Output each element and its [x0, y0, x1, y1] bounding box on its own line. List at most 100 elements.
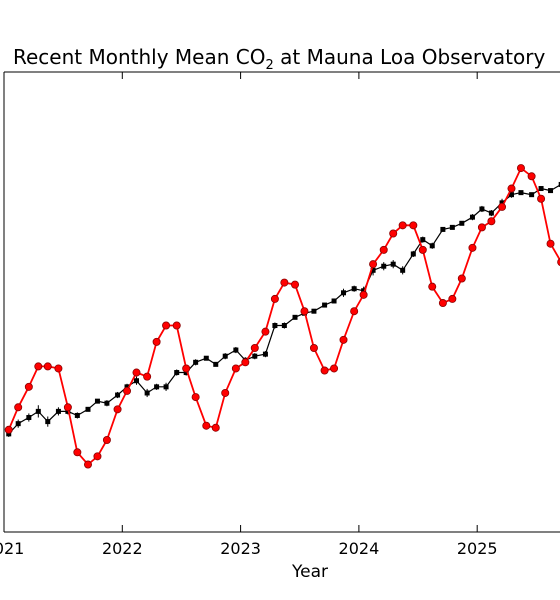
trend-point [508, 192, 514, 198]
monthly-point [202, 421, 211, 430]
trend-point [390, 261, 396, 267]
monthly-point [418, 245, 427, 254]
trend-point [322, 302, 328, 308]
trend-point [410, 251, 416, 257]
x-tick-label: 2021 [0, 539, 24, 558]
trend-point [331, 298, 337, 304]
trend-point [233, 347, 239, 353]
plot-area: 2021 2022 2023 2024 2025 [0, 71, 560, 558]
monthly-point [339, 335, 348, 344]
monthly-point [350, 307, 359, 316]
monthly-point [300, 307, 309, 316]
trend-point [203, 355, 209, 361]
trend-point [479, 206, 485, 212]
monthly-point [241, 358, 250, 367]
trend-point [45, 419, 51, 425]
monthly-point [546, 239, 555, 248]
monthly-point [507, 184, 516, 193]
series-trend-line [8, 184, 560, 435]
monthly-point [448, 294, 457, 303]
monthly-point [468, 243, 477, 252]
monthly-point [182, 364, 191, 373]
trend-point [55, 408, 61, 414]
trend-point [429, 243, 435, 249]
monthly-point [93, 452, 102, 461]
trend-point [488, 210, 494, 216]
monthly-point [537, 194, 546, 203]
trend-point [361, 288, 367, 294]
trend-point [469, 214, 475, 220]
monthly-point [477, 223, 486, 232]
trend-point [213, 361, 219, 367]
trend-point [351, 286, 357, 292]
trend-point [174, 370, 180, 376]
trend-point [133, 378, 139, 384]
monthly-point [231, 364, 240, 373]
monthly-point [152, 337, 161, 346]
monthly-point [132, 368, 141, 377]
monthly-point [280, 278, 289, 287]
trend-point [420, 237, 426, 243]
monthly-point [143, 372, 152, 381]
series-layer [4, 164, 560, 469]
monthly-point [172, 321, 181, 330]
monthly-point [4, 425, 13, 434]
trend-point [281, 323, 287, 329]
monthly-point [389, 229, 398, 238]
monthly-point [83, 460, 92, 469]
monthly-point [54, 364, 63, 373]
trend-point [292, 314, 298, 320]
trend-point [529, 192, 535, 198]
trend-point [26, 415, 32, 421]
trend-point [124, 384, 130, 390]
monthly-point [320, 366, 329, 375]
trend-point [193, 359, 199, 365]
x-tick-label: 2023 [220, 539, 261, 558]
chart-title-subscript: 2 [265, 58, 273, 73]
monthly-point [516, 164, 525, 173]
monthly-point [369, 260, 378, 269]
monthly-point [162, 321, 171, 330]
chart-title-suffix: at Mauna Loa Observatory [274, 45, 546, 69]
trend-point [272, 323, 278, 329]
trend-point [74, 412, 80, 418]
monthly-point [359, 290, 368, 299]
chart-title-main: Recent Monthly Mean CO [13, 45, 265, 69]
monthly-point [409, 221, 418, 230]
x-tick-label: 2022 [102, 539, 143, 558]
trend-point [558, 181, 560, 187]
monthly-point [261, 327, 270, 336]
trend-point [252, 353, 258, 359]
monthly-point [63, 403, 72, 412]
trend-point [94, 398, 100, 404]
trend-point [154, 384, 160, 390]
trend-point [262, 351, 268, 357]
monthly-point [250, 343, 259, 352]
trend-point [440, 226, 446, 232]
monthly-point [557, 258, 560, 266]
monthly-point [527, 172, 536, 181]
x-tick-label: 2025 [457, 539, 498, 558]
monthly-point [14, 403, 23, 412]
trend-point [459, 220, 465, 226]
monthly-point [428, 282, 437, 291]
trend-point [104, 400, 110, 406]
trend-point [6, 431, 12, 437]
trend-point [115, 392, 121, 398]
trend-point [400, 267, 406, 273]
trend-point [370, 267, 376, 273]
monthly-point [43, 362, 52, 371]
trend-point [85, 406, 91, 412]
monthly-point [123, 386, 132, 395]
monthly-point [211, 423, 220, 432]
monthly-point [487, 217, 496, 226]
monthly-point [73, 448, 82, 457]
chart-title: Recent Monthly Mean CO2 at Mauna Loa Obs… [13, 45, 545, 73]
monthly-point [309, 343, 318, 352]
monthly-point [102, 435, 111, 444]
monthly-point [379, 245, 388, 254]
monthly-point [330, 364, 339, 373]
monthly-point [398, 221, 407, 230]
trend-point [144, 390, 150, 396]
